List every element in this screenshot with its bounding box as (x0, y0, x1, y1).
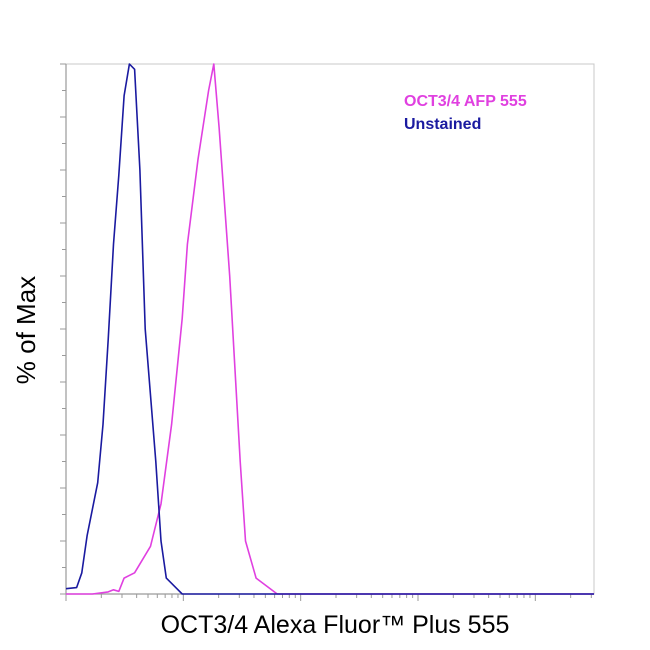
legend-entry-unstained: Unstained (404, 116, 481, 133)
y-axis-title: % of Max (11, 276, 41, 384)
x-axis-title: OCT3/4 Alexa Fluor™ Plus 555 (161, 611, 510, 639)
legend-entry-oct34: OCT3/4 AFP 555 (404, 93, 527, 110)
series-line-unstained (65, 63, 594, 595)
series-line-oct34 (66, 63, 594, 595)
